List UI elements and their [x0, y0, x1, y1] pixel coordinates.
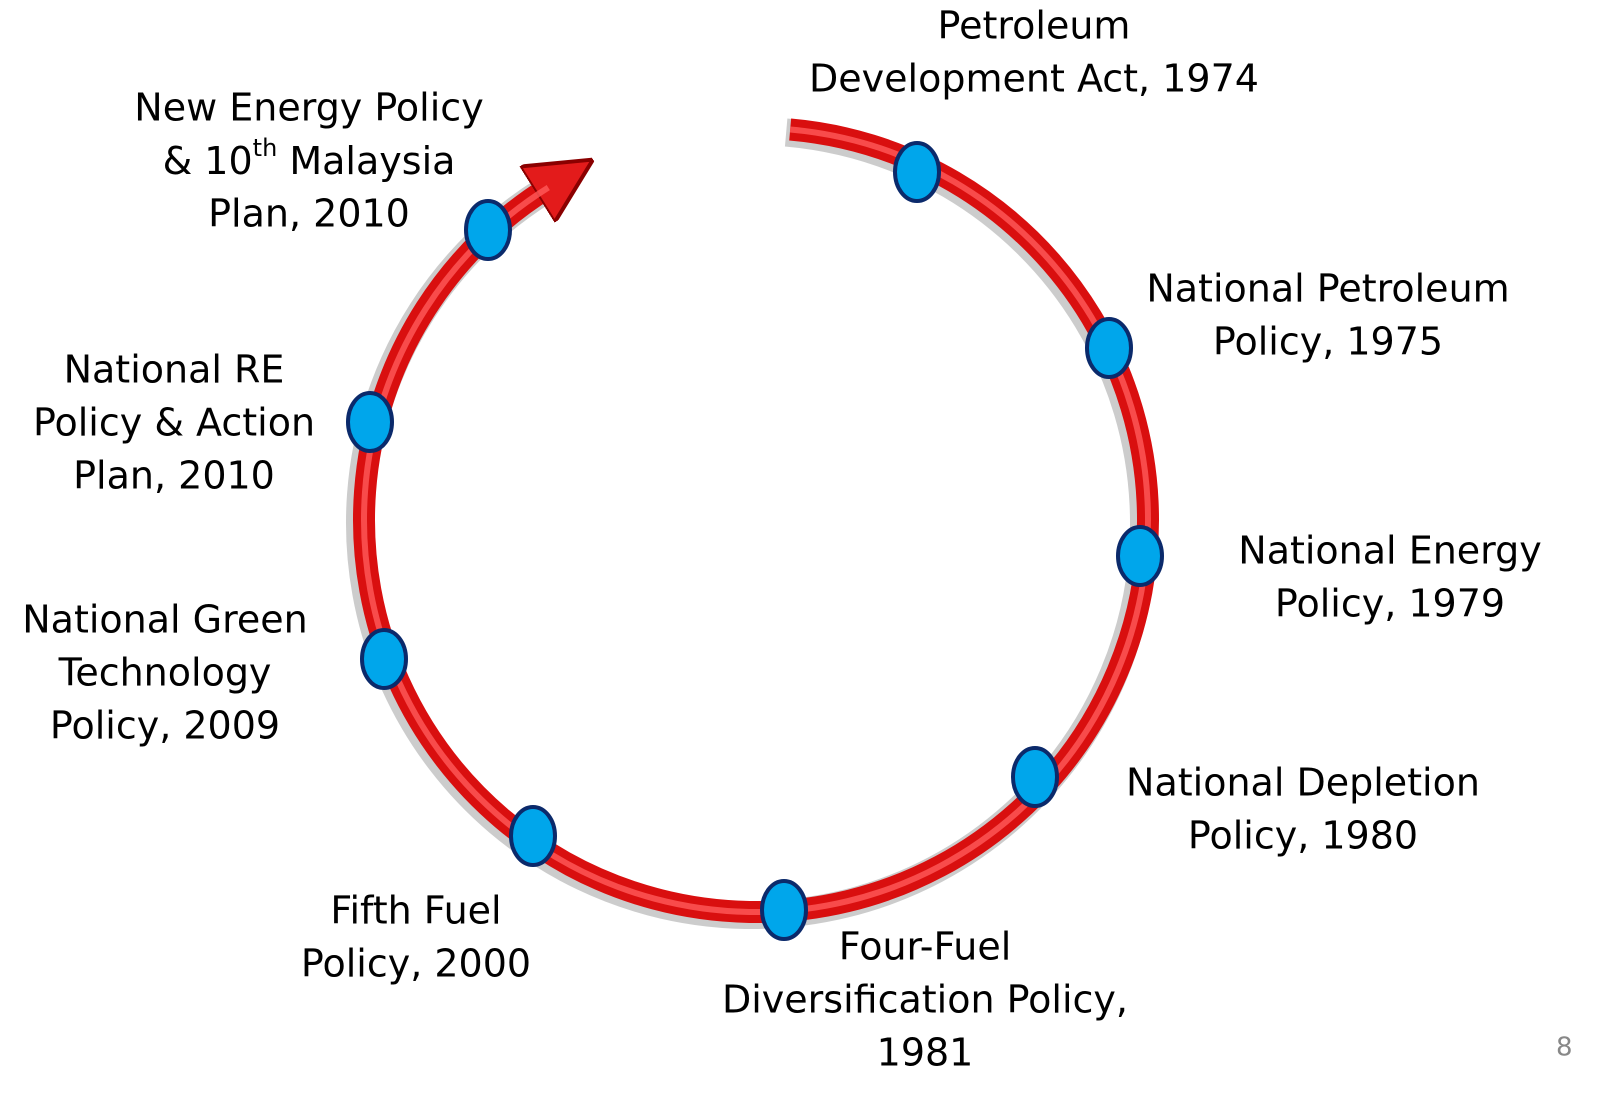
node-label: Plan, 2010	[208, 192, 410, 236]
node-dot	[1011, 746, 1059, 808]
label-part: Malaysia	[277, 139, 455, 183]
node-label: Fifth Fuel	[330, 889, 501, 933]
node-dot	[346, 391, 394, 453]
node-label: Policy, 1979	[1275, 582, 1505, 626]
node-dot	[360, 628, 408, 690]
node-label: Technology	[58, 651, 272, 695]
node-label: New Energy Policy	[134, 86, 483, 130]
node-label: Four-Fuel	[839, 925, 1012, 969]
node-dot	[509, 805, 557, 867]
node-label: Policy, 1980	[1188, 814, 1418, 858]
page-number: 8	[1556, 1033, 1573, 1063]
node-dot	[893, 141, 941, 203]
node-label: National Petroleum	[1146, 267, 1509, 311]
nodes	[346, 141, 1164, 941]
label-part: th	[253, 134, 278, 162]
node-label: Plan, 2010	[73, 454, 275, 498]
node-dot	[760, 879, 808, 941]
node-label: 1981	[877, 1031, 974, 1075]
node-label: National Green	[22, 598, 308, 642]
node-label: Policy, 2009	[50, 704, 280, 748]
node-label: Policy, 2000	[301, 942, 531, 986]
node-label: National RE	[64, 348, 285, 392]
node-label: & 10th Malaysia	[163, 134, 456, 183]
labels: Petroleum Development Act, 1974 National P…	[22, 4, 1541, 1075]
node-label: Petroleum	[938, 4, 1131, 48]
cycle-ring	[346, 118, 1159, 929]
label-part: & 10	[163, 139, 253, 183]
node-label: National Depletion	[1126, 761, 1480, 805]
node-label: Development Act, 1974	[809, 57, 1259, 101]
node-dot	[464, 199, 512, 261]
node-dot	[1116, 525, 1164, 587]
ring-highlight	[361, 126, 1151, 915]
node-label: National Energy	[1238, 529, 1541, 573]
node-label: Diversification Policy,	[722, 978, 1128, 1022]
node-label: Policy, 1975	[1213, 320, 1443, 364]
node-dot	[1085, 317, 1133, 379]
node-label: Policy & Action	[33, 401, 315, 445]
